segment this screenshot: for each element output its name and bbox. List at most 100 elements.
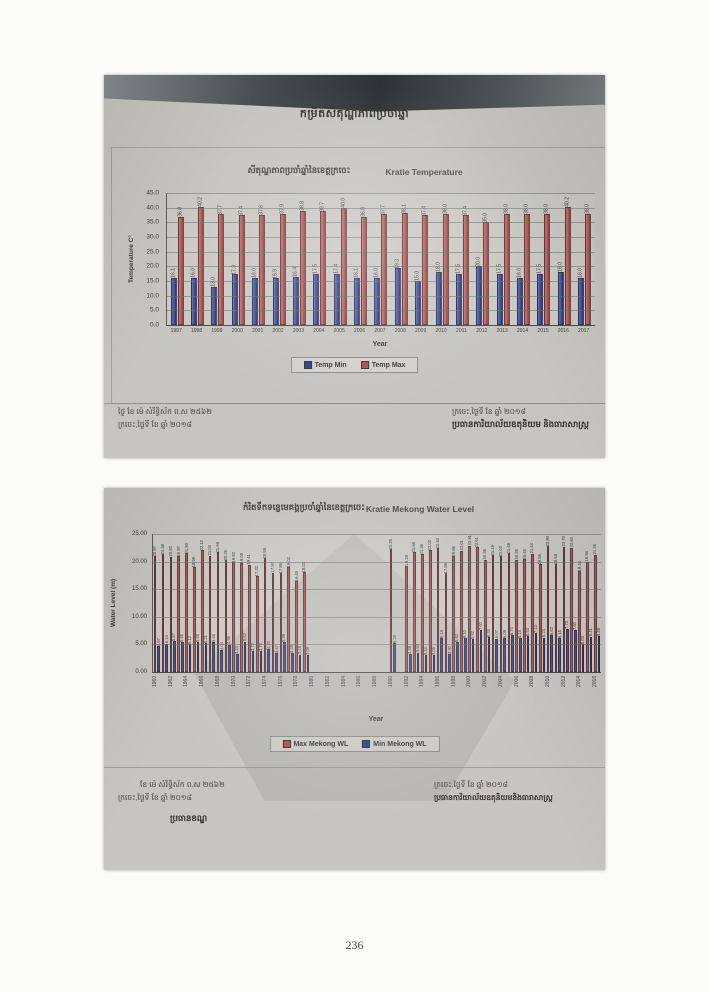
bar: 3.76 xyxy=(258,643,263,672)
bar-group-1993: 21.68 3.53 xyxy=(411,534,420,672)
bar: 3.05 xyxy=(431,647,436,672)
x-tick-label: 1972 xyxy=(246,676,253,688)
bar-value-label: 13.0 xyxy=(210,277,217,287)
bar-group-2016: 21.26 6.48 xyxy=(592,534,601,672)
bar: 20.35 xyxy=(514,549,519,672)
bar-group-2005: 17.4 40.0 xyxy=(330,193,350,325)
bar-value-label: 5.28 xyxy=(391,634,397,643)
bar: 5.92 xyxy=(470,631,475,672)
x-tick-label xyxy=(317,676,325,698)
x-tick-label: 1982 xyxy=(324,676,331,688)
y-axis-labels: 45.0 40.0 35.0 30.0 25.0 20.0 15.0 10.0 5.0 0.0 xyxy=(122,190,162,329)
bar-group-2002: 20.36 6.34 xyxy=(482,534,491,672)
grid-line xyxy=(167,266,595,268)
y-tick-label: 10.0 xyxy=(146,292,159,300)
bar-value-label: 3.30 xyxy=(446,645,452,654)
bar: 6.53 xyxy=(525,628,530,672)
bar-group-1984 xyxy=(342,534,350,672)
bar-group-1972: 19.41 3.72 xyxy=(246,534,255,672)
x-tick-label: 1988 xyxy=(372,676,379,688)
bar-group-1999: 22.01 6.10 xyxy=(459,534,468,672)
bar-value-label: 6.53 xyxy=(525,627,531,636)
x-tick-label: 2012 xyxy=(476,328,488,334)
bar: 6.62 xyxy=(549,627,554,672)
bar: 22.25 xyxy=(388,539,393,672)
bar-value-label: 7.60 xyxy=(477,621,483,631)
chart-title-khmer: កំរិតទឹកទន្លេមេគង្គប្រចាំឆ្នាំនៃខេត្តក្រ… xyxy=(242,502,366,512)
photo-temperature-chart: កម្រិតសីតុណ្ហភាពប្រចាំឆ្នាំ សីតុណ្ហភាពប្… xyxy=(104,75,605,458)
x-axis-labels: 1960 1962 1964 1966 1968 1970 1972 1974 1976 1978… xyxy=(152,676,600,700)
bar-group-2004: 17.5 38.7 xyxy=(310,193,330,325)
y-tick-label: 10.00 xyxy=(131,613,147,620)
x-tick-label xyxy=(207,676,215,698)
bar: 17.97 xyxy=(270,562,275,672)
bar: 4.67 xyxy=(156,638,161,672)
bar-group-2006: 20.35 6.14 xyxy=(514,534,523,672)
grid-line xyxy=(153,589,601,591)
grid-line xyxy=(153,561,601,563)
bar: 16.1 xyxy=(354,268,361,325)
bar-group-2016: 18.0 40.2 xyxy=(554,193,574,325)
x-tick-label: 2016 xyxy=(592,676,599,688)
bar-group-1997: 16.1 36.8 xyxy=(167,193,187,325)
x-tick-label: 1960 xyxy=(152,676,158,688)
bar-group-1975: 17.97 3.47 xyxy=(270,534,279,672)
bar-group-1974: 20.59 4.20 xyxy=(262,534,271,672)
bar: 3.47 xyxy=(274,645,279,672)
bar: 37.4 xyxy=(462,206,469,325)
bar-value-label: 5.03 xyxy=(580,636,586,645)
bar-value-label: 5.45 xyxy=(210,633,216,642)
bar: 21.04 xyxy=(207,545,212,672)
x-tick-label: 1996 xyxy=(434,676,441,688)
bar-value-label: 6.74 xyxy=(509,626,515,635)
bar: 15.0 xyxy=(415,271,422,325)
bar-group-1967: 21.04 5.45 xyxy=(207,534,216,672)
bar: 6.14 xyxy=(517,630,522,672)
bar: 3.53 xyxy=(415,644,420,672)
bar: 22.70 xyxy=(561,536,566,672)
bar-group-2006: 16.1 36.8 xyxy=(350,193,370,325)
bar: 16.4 xyxy=(292,267,299,325)
x-tick-label: 1968 xyxy=(214,676,221,688)
bar-groups: 20.97 4.67 21.38 5.14 20.92 5.57 20.97 5.46 21.5… xyxy=(152,534,601,672)
x-tick-label xyxy=(474,676,482,698)
legend-item: Min Mekong WL xyxy=(362,740,427,748)
bar-group-2007: 16.0 37.7 xyxy=(371,193,391,325)
x-tick-label: 2002 xyxy=(482,676,489,688)
bar: 5.46 xyxy=(179,634,184,672)
y-tick-label: 0.00 xyxy=(135,669,147,675)
x-tick-label: 2008 xyxy=(529,676,536,688)
x-tick-label: 1976 xyxy=(277,676,284,688)
bar: 6.09 xyxy=(501,630,506,672)
bar: 3.30 xyxy=(446,646,451,672)
footer-left: ថ្ងៃ ខែ ម៉េ សំរិទ្ធិស័ក ព.ស ២៥៦២ ក្រចេះ,… xyxy=(118,405,348,431)
bar-value-label: 6.15 xyxy=(556,629,562,639)
x-tick-label: 1974 xyxy=(262,676,269,688)
bar-value-label: 3.24 xyxy=(234,645,240,655)
bar-value-label: 15.0 xyxy=(414,271,421,281)
bar-value-label: 6.24 xyxy=(540,629,546,638)
x-tick-label: 1997 xyxy=(170,328,182,334)
bar: 7.60 xyxy=(478,622,483,672)
x-tick-label: 2006 xyxy=(354,328,366,334)
legend-label: Min Mekong WL xyxy=(373,740,427,748)
bar: 5.12 xyxy=(187,636,192,672)
chart-title-khmer: សីតុណ្ហភាពប្រចាំឆ្នាំនៃខេត្តក្រចេះ xyxy=(247,165,351,175)
grid-line xyxy=(167,251,595,253)
x-tick-label: 1980 xyxy=(309,676,316,688)
bar: 16.48 xyxy=(293,571,298,672)
bar: 5.03 xyxy=(580,636,585,672)
bar-value-label: 5.52 xyxy=(242,633,248,642)
grid-line xyxy=(153,644,601,646)
footer-right: ក្រចេះ,ថ្ងៃទី ខែ ឆ្នាំ ២០១៨ ប្រធានការិយា… xyxy=(452,405,602,431)
bar: 3.14 xyxy=(423,647,428,672)
bar: 3.15 xyxy=(297,646,302,672)
x-tick-label: 2011 xyxy=(456,328,467,334)
grid-line xyxy=(167,310,595,312)
bar-value-label: 3.05 xyxy=(430,647,436,656)
x-tick-label: 1994 xyxy=(419,676,426,688)
footer-left-line1: ខែ ម៉េ សំរិទ្ធិស័ក ព.ស ២៥៦២ xyxy=(140,780,225,789)
bar: 37.6 xyxy=(259,205,266,325)
bar-group-2014: 16.0 38.0 xyxy=(513,193,533,325)
x-tick-label: 1966 xyxy=(199,676,206,688)
